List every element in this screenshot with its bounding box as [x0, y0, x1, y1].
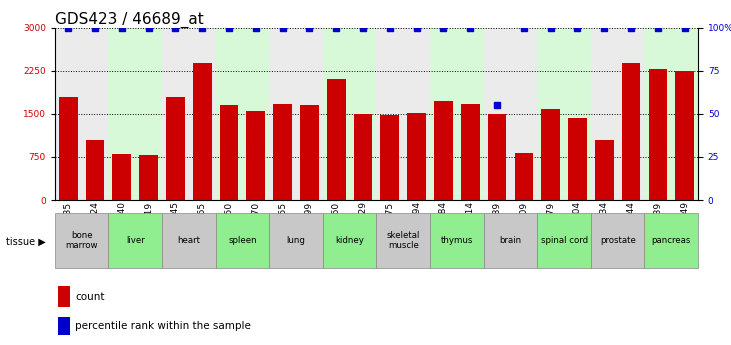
Bar [515, 153, 533, 200]
Bar [113, 154, 132, 200]
Bar [675, 71, 694, 200]
Bar [300, 105, 319, 200]
Bar [354, 114, 372, 200]
Bar [541, 109, 560, 200]
Bar [595, 140, 613, 200]
Bar [55, 28, 108, 200]
Bar [648, 69, 667, 200]
Bar [139, 155, 158, 200]
FancyBboxPatch shape [376, 214, 430, 268]
FancyBboxPatch shape [645, 214, 698, 268]
Bar [193, 63, 212, 200]
Bar [86, 140, 105, 200]
Text: brain: brain [499, 236, 521, 245]
Text: heart: heart [178, 236, 200, 245]
FancyBboxPatch shape [323, 214, 376, 268]
Bar [216, 28, 269, 200]
Bar [621, 63, 640, 200]
FancyBboxPatch shape [162, 214, 216, 268]
Bar [484, 28, 537, 200]
Bar [58, 317, 69, 335]
Bar [58, 286, 69, 307]
Bar [645, 28, 698, 200]
Bar [434, 101, 452, 200]
Text: kidney: kidney [336, 236, 364, 245]
FancyBboxPatch shape [484, 214, 537, 268]
Bar [273, 104, 292, 200]
Bar [246, 111, 265, 200]
Text: pancreas: pancreas [651, 236, 691, 245]
Bar [219, 105, 238, 200]
FancyBboxPatch shape [108, 214, 162, 268]
FancyBboxPatch shape [269, 214, 323, 268]
Text: prostate: prostate [599, 236, 636, 245]
Text: percentile rank within the sample: percentile rank within the sample [75, 321, 251, 331]
Bar [108, 28, 162, 200]
Text: tissue ▶: tissue ▶ [6, 237, 45, 246]
Bar [430, 28, 484, 200]
Bar [407, 113, 426, 200]
Bar [537, 28, 591, 200]
Text: skeletal
muscle: skeletal muscle [387, 231, 420, 250]
Text: bone
marrow: bone marrow [65, 231, 98, 250]
FancyBboxPatch shape [430, 214, 484, 268]
Bar [591, 28, 645, 200]
Text: liver: liver [126, 236, 145, 245]
Bar [488, 114, 507, 200]
Bar [376, 28, 430, 200]
Text: thymus: thymus [441, 236, 473, 245]
Text: GDS423 / 46689_at: GDS423 / 46689_at [55, 11, 203, 28]
Bar [323, 28, 376, 200]
Text: spinal cord: spinal cord [540, 236, 588, 245]
Bar [461, 104, 480, 200]
FancyBboxPatch shape [591, 214, 645, 268]
Bar [58, 97, 77, 200]
Text: count: count [75, 292, 105, 302]
Bar [166, 97, 185, 200]
Text: lung: lung [287, 236, 306, 245]
Text: spleen: spleen [228, 236, 257, 245]
Bar [162, 28, 216, 200]
Bar [380, 115, 399, 200]
Bar [269, 28, 323, 200]
FancyBboxPatch shape [216, 214, 269, 268]
Bar [327, 79, 346, 200]
Bar [568, 118, 587, 200]
FancyBboxPatch shape [55, 214, 108, 268]
FancyBboxPatch shape [537, 214, 591, 268]
